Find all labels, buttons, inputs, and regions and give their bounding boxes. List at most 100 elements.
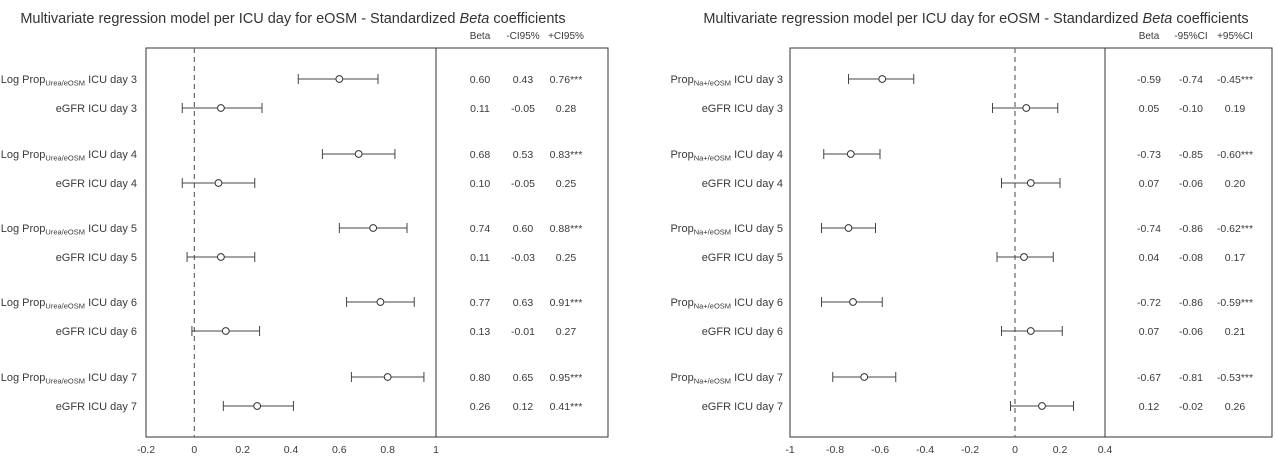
column-header: +CI95% — [548, 31, 584, 42]
row-label-text: Prop — [670, 297, 693, 309]
row-label-text: Log Prop — [1, 149, 46, 161]
chart-title: Multivariate regression model per ICU da… — [703, 11, 1248, 27]
beta-value: -0.72 — [1137, 297, 1161, 309]
row-label-text: eGFR ICU day 7 — [56, 401, 137, 413]
x-tick-label: -0.4 — [916, 444, 934, 456]
x-tick-label: 0 — [1012, 444, 1018, 456]
beta-value: 0.04 — [1139, 252, 1160, 264]
beta-value: -0.67 — [1137, 372, 1161, 384]
row-label-text: eGFR ICU day 5 — [702, 252, 783, 264]
ci-upper-value: -0.53*** — [1217, 372, 1253, 384]
beta-value: -0.74 — [1137, 223, 1161, 235]
chart-title: Multivariate regression model per ICU da… — [20, 11, 565, 27]
beta-point — [217, 253, 225, 261]
row-label-text: Prop — [670, 223, 693, 235]
row-label-suffix: ICU day 7 — [85, 372, 137, 384]
x-tick-label: -0.2 — [961, 444, 979, 456]
beta-value: -0.59 — [1137, 74, 1161, 86]
beta-point — [849, 298, 857, 306]
ci-lower-value: -0.03 — [511, 252, 535, 264]
row-label-text: Log Prop — [1, 297, 46, 309]
row-label: PropNa+/eOSM ICU day 5 — [670, 223, 783, 237]
row-label-text: eGFR ICU day 5 — [56, 252, 137, 264]
row-label: eGFR ICU day 5 — [56, 252, 137, 264]
row-label-subscript: Urea/eOSM — [45, 154, 85, 163]
beta-value: 0.11 — [470, 103, 490, 115]
beta-point — [221, 327, 230, 335]
ci-upper-value: 0.83*** — [550, 149, 583, 161]
row-label-subscript: Na+/eOSM — [694, 377, 731, 386]
ci-upper-value: 0.95*** — [550, 372, 583, 384]
beta-value: 0.12 — [1139, 401, 1160, 413]
ci-upper-value: 0.41*** — [550, 401, 583, 413]
ci-upper-value: -0.59*** — [1217, 297, 1253, 309]
x-tick-label: -1 — [785, 444, 794, 456]
row-label-text: Log Prop — [1, 74, 46, 86]
ci-lower-value: -0.10 — [1179, 103, 1203, 115]
row-label: eGFR ICU day 3 — [56, 103, 137, 115]
ci-upper-value: 0.26 — [1225, 401, 1246, 413]
chart-title-italic: Beta — [460, 11, 490, 27]
beta-point — [354, 150, 363, 158]
ci-lower-value: -0.02 — [1179, 401, 1203, 413]
x-tick-label: 0.2 — [235, 444, 250, 456]
row-label: eGFR ICU day 4 — [56, 178, 137, 190]
ci-lower-value: -0.06 — [1179, 178, 1203, 190]
beta-value: 0.07 — [1139, 178, 1160, 190]
row-label-text: Prop — [670, 372, 693, 384]
row-label-suffix: ICU day 4 — [85, 149, 137, 161]
x-tick-label: -0.2 — [137, 444, 155, 456]
ci-lower-value: -0.81 — [1179, 372, 1203, 384]
row-label-suffix: ICU day 5 — [731, 223, 783, 235]
beta-point — [1022, 104, 1031, 112]
row-label-subscript: Na+/eOSM — [694, 79, 731, 88]
beta-point — [376, 298, 385, 306]
beta-point — [846, 150, 855, 158]
ci-upper-value: -0.45*** — [1217, 74, 1253, 86]
ci-upper-value: 0.19 — [1225, 103, 1246, 115]
ci-upper-value: 0.88*** — [550, 223, 583, 235]
ci-lower-value: -0.05 — [511, 103, 535, 115]
ci-lower-value: -0.06 — [1179, 326, 1203, 338]
row-label-text: eGFR ICU day 4 — [56, 178, 137, 190]
beta-value: 0.05 — [1139, 103, 1160, 115]
plot-frame — [145, 47, 609, 438]
beta-point — [369, 224, 378, 232]
ci-lower-value: 0.60 — [513, 223, 534, 235]
row-label-text: Prop — [670, 74, 693, 86]
beta-point — [1026, 327, 1035, 335]
chart-title-suffix: coefficients — [1172, 11, 1248, 27]
beta-point — [860, 373, 869, 381]
beta-value: 0.60 — [470, 74, 491, 86]
row-label-text: eGFR ICU day 6 — [56, 326, 137, 338]
row-label-suffix: ICU day 6 — [85, 297, 137, 309]
ci-lower-value: -0.85 — [1179, 149, 1203, 161]
ci-lower-value: -0.08 — [1179, 252, 1203, 264]
row-label-text: eGFR ICU day 4 — [702, 178, 783, 190]
ci-lower-value: 0.63 — [513, 297, 534, 309]
ci-lower-value: 0.12 — [513, 401, 534, 413]
ci-upper-value: -0.62*** — [1217, 223, 1253, 235]
row-label: eGFR ICU day 6 — [702, 326, 783, 338]
row-label-text: eGFR ICU day 3 — [56, 103, 137, 115]
beta-point — [1026, 179, 1035, 187]
beta-point — [1020, 253, 1028, 261]
row-label: eGFR ICU day 6 — [56, 326, 137, 338]
beta-point — [335, 75, 344, 83]
row-label: eGFR ICU day 3 — [702, 103, 783, 115]
beta-value: 0.68 — [470, 149, 491, 161]
column-header: Beta — [1139, 31, 1160, 42]
row-label: Log PropUrea/eOSM ICU day 5 — [1, 223, 137, 237]
beta-value: 0.74 — [470, 223, 491, 235]
ci-upper-value: 0.28 — [556, 103, 577, 115]
ci-upper-value: 0.27 — [556, 326, 577, 338]
row-label-suffix: ICU day 5 — [85, 223, 137, 235]
right-forest-plot-panel: Multivariate regression model per ICU da… — [670, 11, 1273, 456]
row-label-text: eGFR ICU day 6 — [702, 326, 783, 338]
beta-value: 0.26 — [470, 401, 491, 413]
x-tick-label: -0.8 — [826, 444, 844, 456]
row-label-text: eGFR ICU day 3 — [702, 103, 783, 115]
column-header: +95%CI — [1217, 31, 1253, 42]
row-label-suffix: ICU day 3 — [731, 74, 783, 86]
